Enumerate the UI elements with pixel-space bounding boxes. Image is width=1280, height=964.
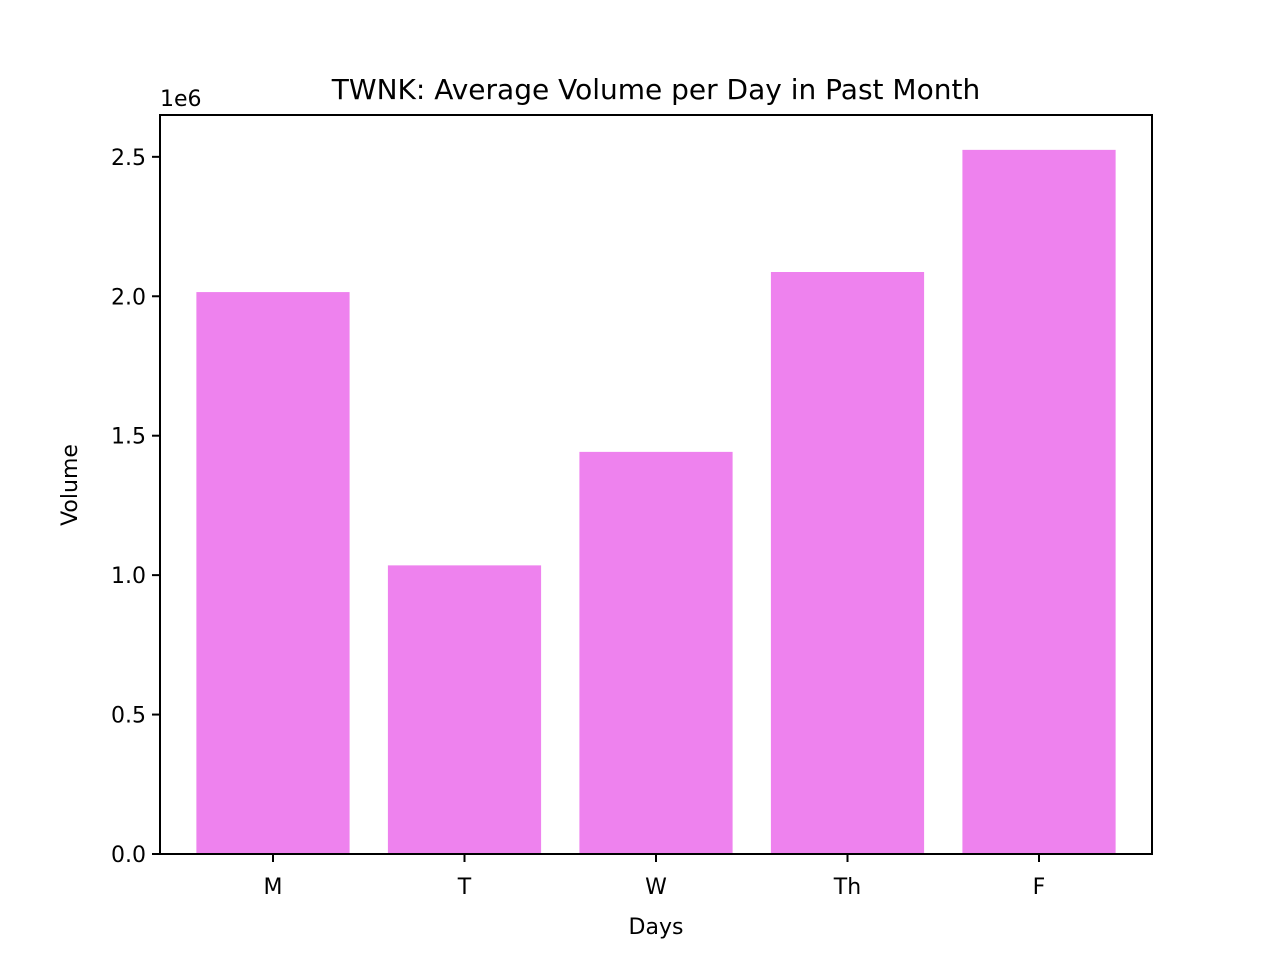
- y-tick-label: 1.5: [111, 425, 146, 450]
- bars-layer: [196, 149, 1116, 854]
- x-tick-label: F: [1033, 875, 1046, 900]
- bar-f: [962, 149, 1116, 854]
- y-tick-label: 0.0: [111, 843, 146, 868]
- bar-w: [579, 451, 733, 854]
- x-tick-label: W: [645, 875, 667, 900]
- y-tick-label: 2.5: [111, 146, 146, 171]
- x-tick-label: M: [263, 875, 282, 900]
- y-axis-ticks: 0.0 0.5 1.0 1.5 2.0 2.5: [111, 146, 160, 868]
- y-tick-label: 0.5: [111, 704, 146, 729]
- chart-title: TWNK: Average Volume per Day in Past Mon…: [331, 73, 980, 106]
- y-axis-offset-label: 1e6: [160, 87, 202, 112]
- y-tick-label: 2.0: [111, 285, 146, 310]
- bar-t: [387, 565, 542, 854]
- bar-m: [196, 292, 350, 854]
- y-axis-label: Volume: [58, 444, 83, 526]
- y-tick-label: 1.0: [111, 564, 146, 589]
- bar-th: [770, 272, 925, 854]
- x-tick-label: T: [457, 875, 472, 900]
- x-axis-ticks: M T W Th F: [263, 854, 1045, 900]
- x-axis-label: Days: [629, 915, 684, 940]
- x-tick-label: Th: [833, 875, 861, 900]
